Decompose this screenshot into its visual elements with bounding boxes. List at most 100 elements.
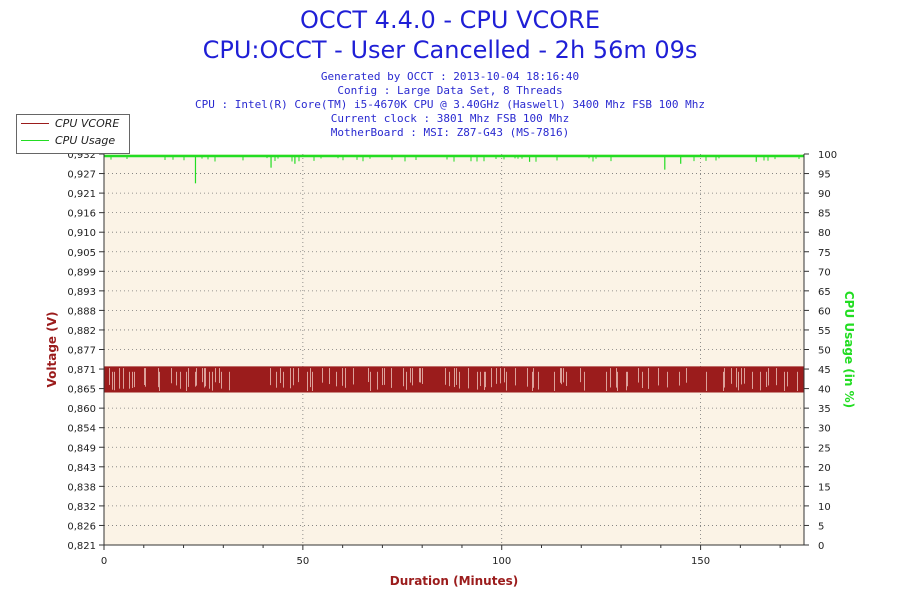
vcore-gap	[406, 371, 407, 390]
vcore-gap	[566, 371, 567, 386]
y-tick-label: 0,888	[67, 306, 96, 317]
y2-tick-label: 10	[818, 502, 831, 513]
vcore-gap	[724, 368, 725, 388]
vcore-gap	[159, 371, 160, 392]
y-tick-label: 0,860	[67, 404, 96, 415]
y2-axis-label: CPU Usage (in %)	[842, 291, 856, 408]
vcore-gap	[480, 371, 481, 387]
vcore-gap	[384, 368, 385, 385]
vcore-gap	[760, 371, 761, 391]
x-tick-label: 50	[296, 556, 309, 567]
vcore-gap	[515, 368, 516, 386]
y-tick-label: 0,916	[67, 209, 96, 220]
y-tick-label: 0,849	[67, 443, 96, 454]
vcore-gap	[280, 368, 281, 384]
vcore-gap	[784, 371, 785, 392]
vcore-gap	[329, 368, 330, 385]
vcore-gap	[560, 368, 561, 383]
vcore-gap	[744, 368, 745, 384]
vcore-gap	[491, 368, 492, 388]
vcore-gap	[445, 368, 446, 385]
y2-tick-label: 25	[818, 443, 831, 454]
y2-tick-label: 90	[818, 189, 831, 200]
vcore-gap	[180, 371, 181, 389]
vcore-gap	[270, 368, 271, 386]
vcore-gap	[307, 371, 308, 392]
legend-item-usage: CPU Usage	[17, 132, 129, 149]
y2-tick-label: 60	[818, 306, 831, 317]
vcore-gap	[456, 368, 457, 385]
x-axis-label: Duration (Minutes)	[390, 574, 518, 588]
vcore-gap	[212, 371, 213, 391]
vcore-gap	[667, 371, 668, 388]
vcore-gap	[205, 368, 206, 387]
vcore-gap	[454, 368, 455, 388]
vcore-gap	[132, 371, 133, 388]
vcore-gap	[158, 368, 159, 388]
vcore-gap	[610, 368, 611, 388]
x-tick-label: 100	[492, 556, 511, 567]
vcore-gap	[196, 368, 197, 386]
vcore-gap	[322, 368, 323, 383]
vcore-gap	[736, 368, 737, 388]
y2-tick-label: 70	[818, 267, 831, 278]
y-tick-label: 0,932	[67, 150, 96, 161]
vcore-gap	[368, 368, 369, 383]
info-clock: Current clock : 3801 Mhz FSB 100 Mhz	[330, 112, 570, 125]
vcore-gap	[221, 371, 222, 389]
vcore-gap	[533, 368, 534, 388]
chart-subtitle: CPU:OCCT - User Cancelled - 2h 56m 09s	[202, 36, 698, 64]
vcore-gap	[123, 368, 124, 389]
legend-swatch-vcore	[21, 123, 49, 124]
vcore-gap	[420, 368, 421, 383]
vcore-gap	[370, 371, 371, 392]
y2-tick-label: 85	[818, 209, 831, 220]
y2-tick-label: 80	[818, 228, 831, 239]
y2-tick-label: 50	[818, 346, 831, 357]
chart-title: OCCT 4.4.0 - CPU VCORE	[299, 6, 600, 34]
vcore-gap	[176, 371, 177, 386]
vcore-gap	[209, 371, 210, 389]
vcore-gap	[752, 371, 753, 389]
vcore-gap	[787, 371, 788, 387]
y2-tick-label: 5	[818, 521, 824, 532]
vcore-gap	[129, 371, 130, 389]
vcore-gap	[312, 371, 313, 392]
vcore-gap	[109, 368, 110, 385]
vcore-gap	[496, 368, 497, 384]
info-cpu: CPU : Intel(R) Core(TM) i5-4670K CPU @ 3…	[195, 98, 705, 111]
vcore-gap	[768, 368, 769, 386]
vcore-gap	[731, 368, 732, 384]
vcore-gap	[195, 371, 196, 387]
y-tick-label: 0,921	[67, 189, 96, 200]
vcore-gap	[186, 371, 187, 393]
vcore-gap	[276, 371, 277, 388]
vcore-gap	[561, 368, 562, 385]
vcore-gap	[738, 371, 739, 391]
vcore-gap	[477, 371, 478, 390]
vcore-gap	[215, 368, 216, 383]
vcore-gap	[283, 371, 284, 388]
vcore-gap	[616, 368, 617, 388]
y2-tick-label: 95	[818, 170, 831, 181]
vcore-gap	[723, 371, 724, 393]
vcore-gap	[766, 371, 767, 388]
vcore-gap	[134, 371, 135, 388]
vcore-gap	[485, 371, 486, 388]
vcore-gap	[554, 371, 555, 393]
legend-swatch-usage	[21, 140, 49, 141]
vcore-gap	[580, 368, 581, 383]
vcore-gap	[290, 368, 291, 389]
y-tick-label: 0,905	[67, 248, 96, 259]
vcore-gap	[336, 371, 337, 387]
info-motherboard: MotherBoard : MSI: Z87-G43 (MS-7816)	[330, 126, 570, 139]
vcore-gap	[403, 368, 404, 387]
y-tick-label: 0,854	[67, 424, 96, 435]
vcore-gap	[686, 368, 687, 383]
vcore-gap	[145, 368, 146, 387]
y-tick-label: 0,877	[67, 346, 96, 357]
vcore-gap	[204, 368, 205, 388]
y-tick-label: 0,899	[67, 267, 96, 278]
info-generated: Generated by OCCT : 2013-10-04 18:16:40	[320, 70, 580, 83]
